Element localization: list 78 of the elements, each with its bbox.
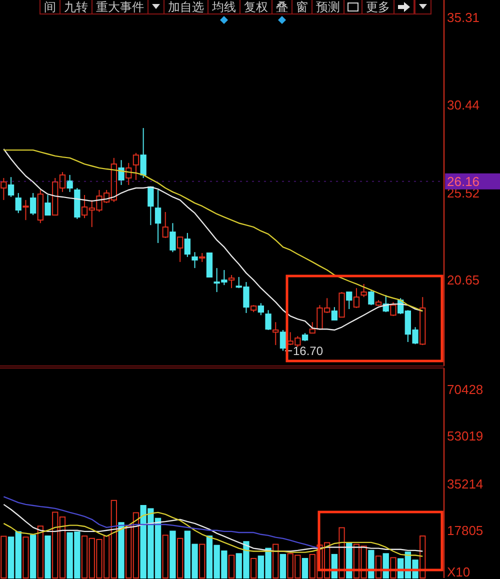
candlestick [331, 306, 338, 320]
line-series [3, 496, 320, 549]
y-tick-label: 35.31 [447, 10, 480, 26]
candlestick [66, 174, 73, 192]
annotation: 间 [44, 0, 56, 14]
candlestick [132, 152, 140, 180]
candlestick [353, 288, 360, 308]
annotation: 窗 [296, 0, 308, 14]
line-series [3, 512, 424, 557]
annotation: 均线 [211, 0, 236, 14]
toolbar-button: 预测 [312, 0, 344, 14]
annotation: 更多 [366, 0, 390, 14]
candlestick [177, 236, 184, 262]
toolbar-button: 间 [40, 0, 60, 14]
toolbar-button: 均线 [208, 0, 240, 14]
candlestick [368, 290, 374, 306]
candlestick [272, 322, 279, 346]
y-tick-label: 20.65 [447, 272, 480, 288]
ref-line-label: 26.16 [447, 174, 480, 189]
y-tick-label: 53019 [447, 428, 484, 444]
candlestick [118, 160, 124, 186]
bar [280, 554, 286, 578]
bar [302, 558, 308, 578]
toolbar-button: 九转 [60, 0, 92, 14]
candlestick [258, 302, 264, 316]
candlestick [170, 222, 176, 253]
y-tick-label: 70428 [447, 382, 484, 398]
candlestick [360, 283, 367, 298]
candlestick [192, 252, 198, 269]
candlestick [265, 310, 272, 331]
line-series [3, 504, 424, 552]
annotation: 复权 [244, 0, 268, 14]
candlestick [140, 128, 146, 178]
candlestick [148, 186, 154, 226]
candlestick [30, 192, 36, 216]
bar [30, 534, 36, 578]
candlestick [228, 274, 235, 289]
candlestick [0, 177, 7, 201]
bar [250, 558, 257, 578]
bar [272, 544, 279, 578]
candlestick [390, 302, 396, 317]
y-tick-label: 35214 [447, 476, 484, 492]
annotation: 16.70 [292, 344, 324, 358]
candlestick [162, 212, 168, 238]
bar [22, 536, 29, 578]
toolbar-button: 窗 [292, 0, 312, 14]
annotation: 预测 [316, 0, 340, 14]
candlestick [346, 292, 352, 310]
candlestick [22, 200, 29, 221]
candlestick [154, 189, 162, 244]
candlestick [15, 192, 22, 214]
toolbar-button: 复权 [240, 0, 272, 14]
candlestick [206, 252, 213, 278]
bar [228, 554, 235, 578]
bar [37, 526, 44, 578]
bar [420, 536, 426, 578]
y-tick-label: X10 [447, 564, 470, 579]
annotation: 重大事件 [96, 0, 144, 14]
annotation: 加自选 [168, 0, 204, 14]
bar [177, 538, 184, 578]
y-tick-label: 30.44 [447, 97, 480, 112]
annotation: 九转 [64, 0, 88, 14]
candlestick [184, 232, 190, 258]
annotation: 叠 [276, 0, 288, 14]
bar [162, 534, 168, 578]
candlestick [44, 194, 51, 216]
candlestick [309, 322, 316, 334]
toolbar-button: 更多 [362, 0, 394, 14]
bar [0, 536, 7, 578]
bar [118, 522, 124, 578]
bar [199, 544, 206, 578]
y-tick-label: 17805 [447, 522, 484, 538]
candlestick [280, 330, 286, 352]
bar [170, 530, 176, 578]
bar [44, 536, 51, 578]
candlestick [338, 292, 345, 318]
candlestick [8, 176, 14, 198]
toolbar-button: 叠 [272, 0, 292, 14]
